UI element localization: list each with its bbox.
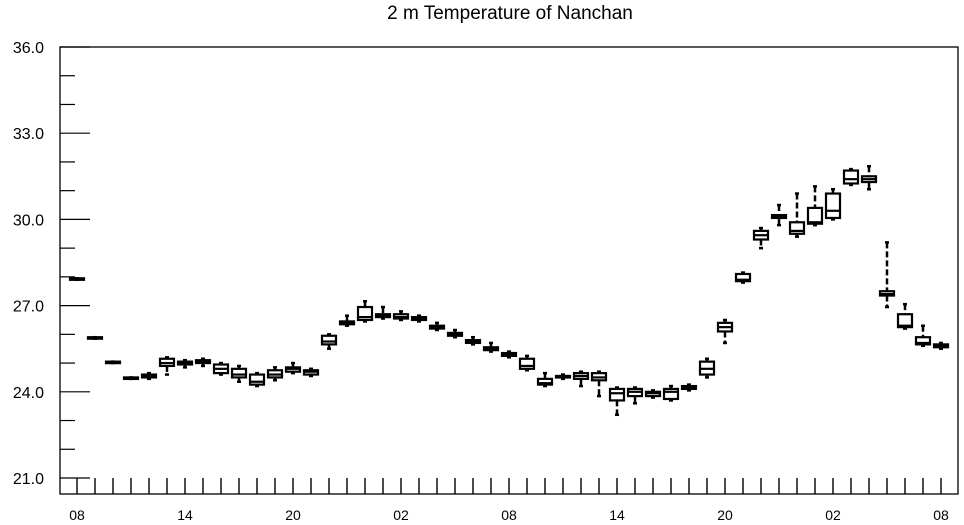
x-tick-label: 08 [69, 507, 85, 523]
box-plot [482, 341, 500, 353]
box-plot [554, 373, 572, 381]
box-plot [302, 367, 320, 378]
box-plot [338, 314, 356, 327]
box-plot [104, 360, 122, 365]
box-plot [176, 358, 194, 369]
iqr-box [806, 206, 824, 225]
box-plot [428, 321, 446, 332]
box-plot [230, 364, 248, 383]
box-plot [446, 328, 464, 339]
box-plot [878, 241, 896, 309]
box-plot [644, 389, 662, 399]
x-tick-label: 14 [177, 507, 193, 523]
box-plot [626, 386, 644, 405]
box-plot [698, 357, 716, 379]
box-plot [842, 167, 860, 187]
y-tick-label: 33.0 [13, 126, 44, 143]
box-plot [716, 318, 734, 345]
iqr-box [662, 387, 680, 401]
box-plot [86, 335, 104, 340]
box-plot [518, 354, 536, 372]
box-plot [932, 341, 950, 350]
iqr-box [734, 272, 752, 283]
box-plot [194, 357, 212, 368]
box-plot [914, 324, 932, 348]
iqr-box [230, 367, 248, 379]
iqr-box [824, 192, 842, 220]
box-plot [122, 376, 140, 381]
box-plot [770, 203, 788, 227]
x-tick-label: 08 [933, 507, 949, 523]
iqr-box [896, 313, 914, 329]
box-plot [68, 277, 86, 281]
box-plot [680, 383, 698, 392]
box-plot [410, 314, 428, 323]
iqr-box [788, 221, 806, 235]
y-tick-label: 30.0 [13, 212, 44, 229]
box-plot [320, 333, 338, 350]
x-tick-label: 14 [609, 507, 625, 523]
iqr-box [248, 373, 266, 386]
box-plot [752, 226, 770, 250]
y-tick-label: 36.0 [13, 40, 44, 57]
y-tick-label: 21.0 [13, 471, 44, 488]
x-tick-label: 08 [501, 507, 517, 523]
box-series [68, 164, 950, 417]
box-plot [212, 361, 230, 376]
axes [59, 46, 959, 495]
iqr-box [320, 334, 338, 346]
box-plot [392, 310, 410, 322]
chart-title: 2 m Temperature of Nanchan [387, 3, 633, 24]
box-plot [140, 371, 158, 381]
tick-labels: 21.0 24.0 27.0 30.0 33.0 36.0 08 14 20 02 08 14 20 02… [13, 40, 949, 523]
y-tick-label: 24.0 [13, 385, 44, 402]
iqr-box [608, 387, 626, 402]
box-plot [356, 300, 374, 323]
box-plot [248, 371, 266, 388]
box-plot [464, 335, 482, 346]
box-plot [788, 192, 806, 238]
x-tick-label: 20 [285, 507, 301, 523]
iqr-box [914, 336, 932, 346]
box-plot [374, 305, 392, 320]
box-plot [734, 271, 752, 284]
x-tick-label: 20 [717, 507, 733, 523]
x-tick-label: 02 [825, 507, 841, 523]
x-tick-label: 02 [393, 507, 409, 523]
box-plot [536, 371, 554, 388]
box-plot [284, 361, 302, 375]
box-plot [806, 185, 824, 227]
box-plot [590, 370, 608, 398]
box-plot [608, 386, 626, 417]
plot-frame [59, 46, 959, 495]
y-tick-label: 27.0 [13, 299, 44, 316]
box-plot [860, 164, 878, 191]
box-plot [572, 370, 590, 388]
box-plot [896, 302, 914, 330]
box-plot [500, 350, 518, 359]
box-plot [266, 366, 284, 382]
box-plot [662, 384, 680, 402]
iqr-box [518, 357, 536, 370]
box-plot [824, 187, 842, 221]
iqr-box [842, 169, 860, 185]
iqr-box [536, 377, 554, 386]
box-plot [158, 356, 176, 376]
